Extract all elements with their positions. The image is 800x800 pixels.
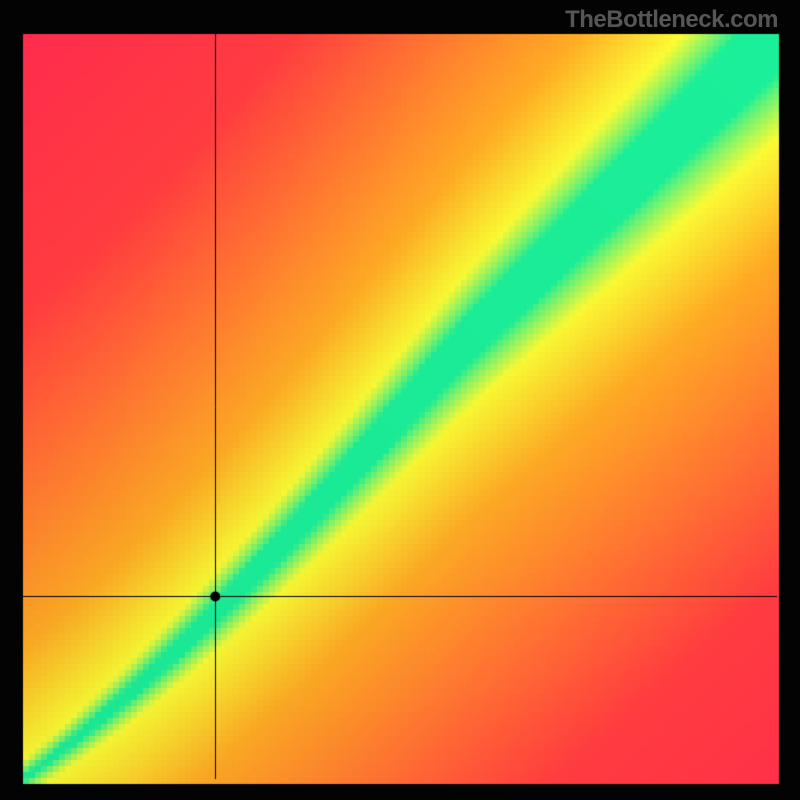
watermark-text: TheBottleneck.com xyxy=(565,6,778,34)
chart-container: TheBottleneck.com xyxy=(0,0,800,800)
heatmap-canvas xyxy=(0,0,800,800)
